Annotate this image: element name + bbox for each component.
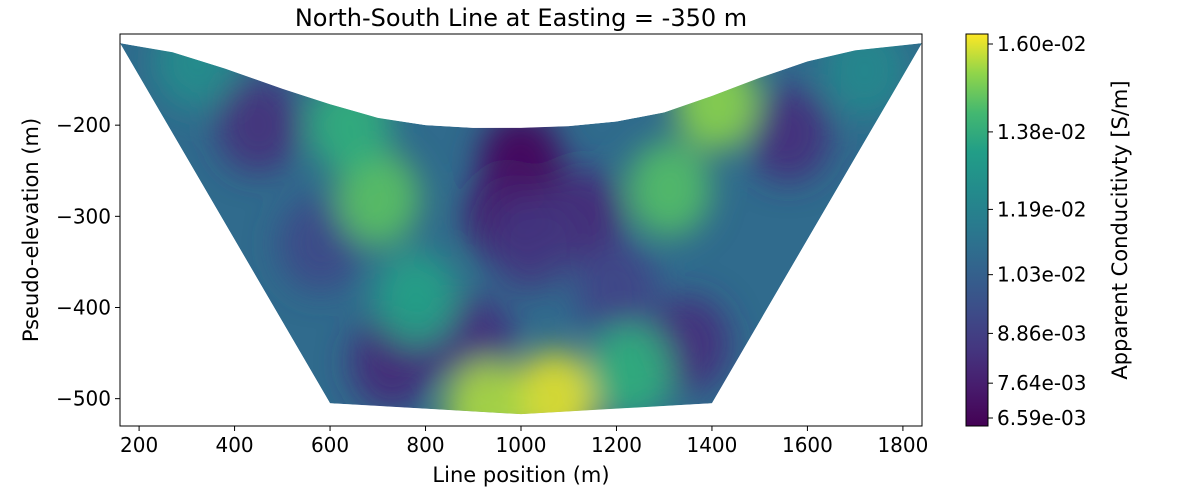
heatmap-cell-7 — [746, 86, 831, 183]
heatmap-cell-19 — [154, 43, 239, 110]
colorbar-ticks: 1.60e-02 1.38e-02 1.19e-02 1.03e-02 8.86e-03… — [988, 32, 1087, 430]
heatmap-field — [120, 43, 922, 415]
heatmap-cell-11 — [335, 150, 420, 247]
colorbar-tick-label: 1.03e-02 — [997, 263, 1087, 287]
chart-title: North-South Line at Easting = -350 m — [295, 4, 747, 32]
x-tick-label: 800 — [406, 433, 444, 457]
heatmap-anomalies — [154, 43, 907, 415]
colorbar-tick-label: 1.60e-02 — [997, 32, 1087, 56]
heatmap-cell-17 — [373, 250, 458, 347]
heatmap-cell-12 — [307, 77, 392, 174]
heatmap-cell-10 — [574, 241, 659, 338]
y-axis: −200 −300 −400 −500 — [56, 113, 120, 411]
y-tick-label: −300 — [56, 204, 111, 228]
x-axis: 200 400 600 800 1000 1200 1400 1600 1800 — [120, 426, 928, 457]
colorbar-tick-label: 7.64e-03 — [997, 371, 1087, 395]
colorbar-label: Apparent Conducitivty [S/m] — [1108, 80, 1132, 379]
heatmap-cell-3 — [488, 195, 573, 292]
colorbar-tick-label: 8.86e-03 — [997, 321, 1087, 345]
y-axis-label: Pseudo-elevation (m) — [19, 118, 43, 342]
colorbar-tick-label: 6.59e-03 — [997, 406, 1087, 430]
colorbar: 1.60e-02 1.38e-02 1.19e-02 1.03e-02 8.86e-03… — [965, 32, 1132, 430]
heatmap-cell-15 — [512, 350, 597, 415]
heatmap-cell-14 — [674, 54, 759, 151]
x-tick-label: 1400 — [686, 433, 737, 457]
x-tick-label: 600 — [311, 433, 349, 457]
heatmap-cell-18 — [588, 323, 673, 415]
heatmap-cell-8 — [216, 77, 301, 174]
heatmap-cell-20 — [822, 43, 907, 119]
heatmap-cell-16 — [445, 359, 530, 415]
x-tick-label: 1000 — [496, 433, 547, 457]
colorbar-tick-label: 1.19e-02 — [997, 197, 1087, 221]
y-tick-label: −500 — [56, 387, 111, 411]
x-tick-label: 1600 — [782, 433, 833, 457]
x-tick-label: 400 — [215, 433, 253, 457]
x-tick-label: 200 — [120, 433, 158, 457]
x-tick-label: 1200 — [591, 433, 642, 457]
y-tick-label: −200 — [56, 113, 111, 137]
heatmap-clip-group — [120, 43, 922, 415]
y-tick-label: −400 — [56, 295, 111, 319]
heatmap-cell-13 — [626, 140, 711, 237]
x-axis-label: Line position (m) — [432, 463, 609, 487]
colorbar-tick-label: 1.38e-02 — [997, 120, 1087, 144]
colorbar-gradient — [965, 33, 989, 427]
x-tick-label: 1800 — [877, 433, 928, 457]
